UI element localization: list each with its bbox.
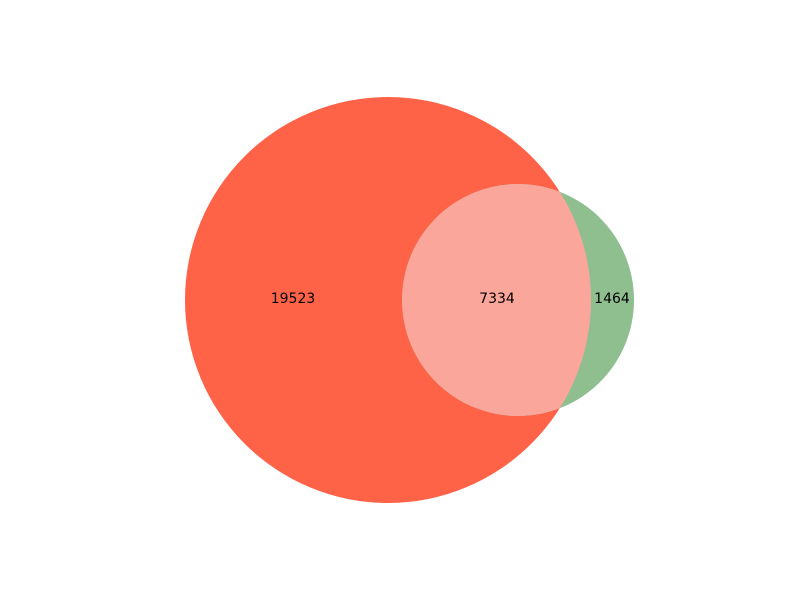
set-b-only-count: 1464 xyxy=(594,291,630,307)
set-a-only-count: 19523 xyxy=(271,291,316,307)
intersection-region xyxy=(402,184,591,416)
intersection-count: 7334 xyxy=(479,291,515,307)
